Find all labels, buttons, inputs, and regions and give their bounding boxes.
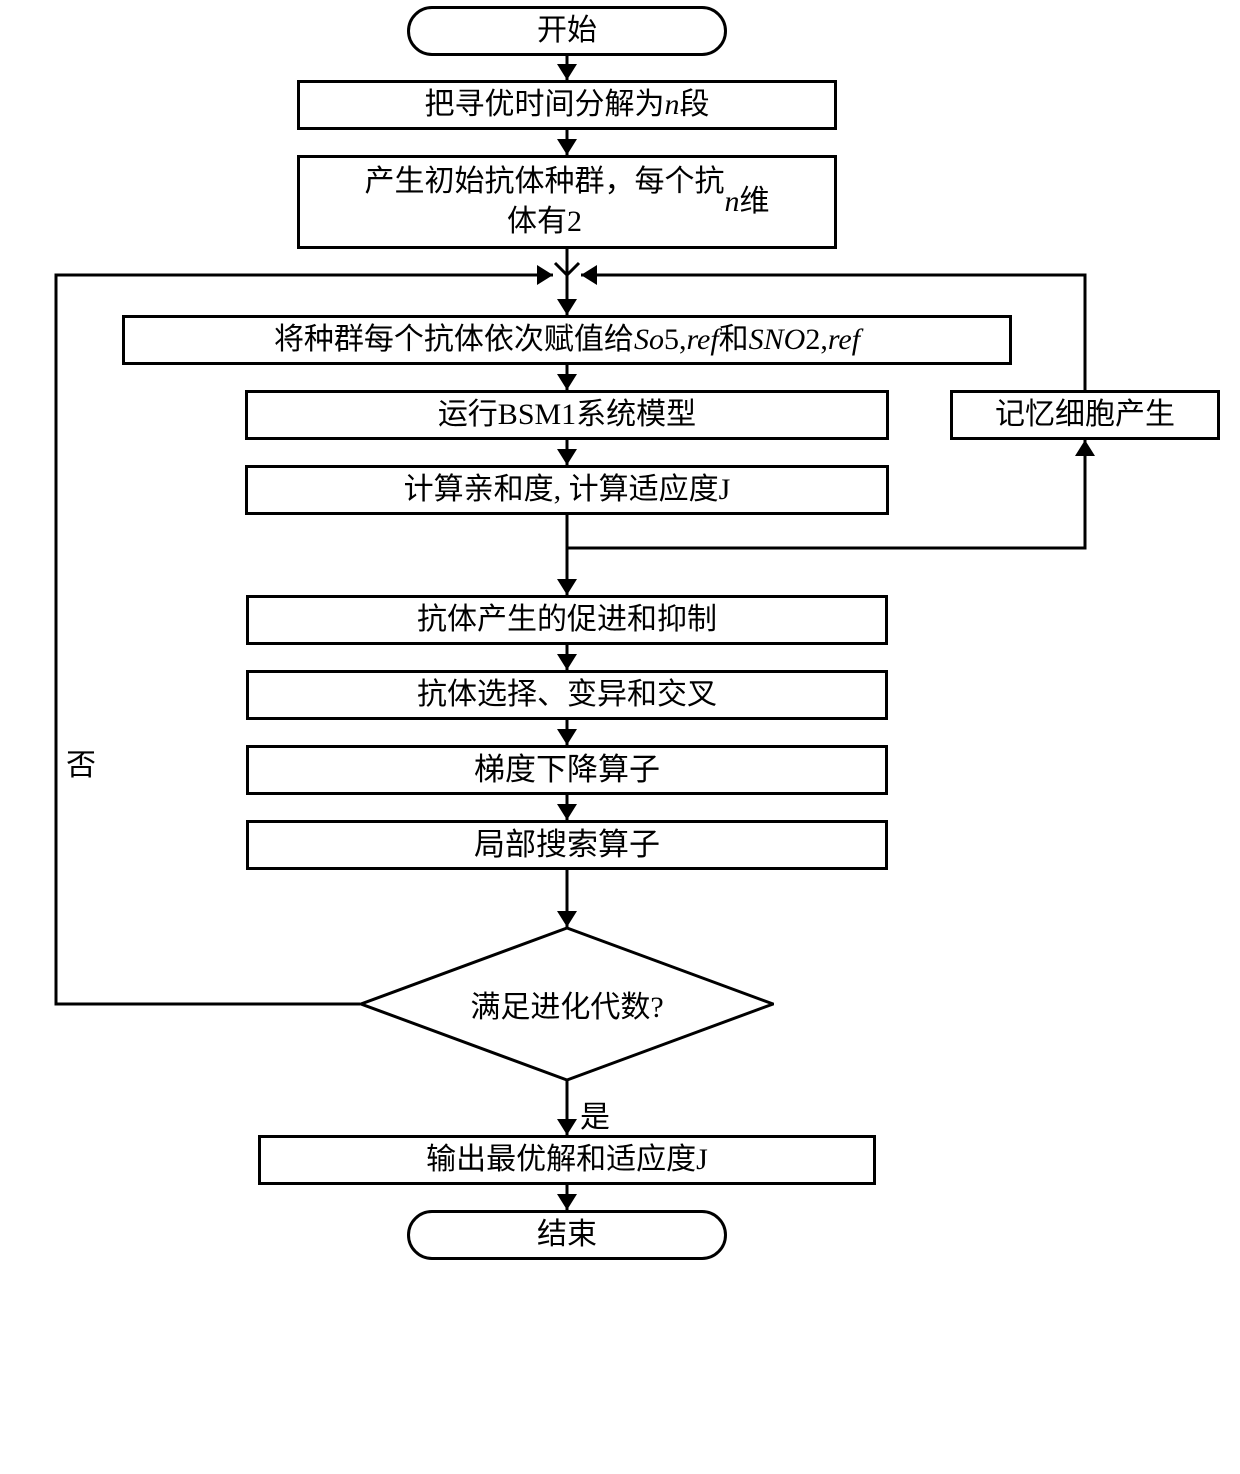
node-select: 抗体选择、变异和交叉: [246, 670, 888, 720]
node-local: 局部搜索算子: [246, 820, 888, 870]
node-start: 开始: [407, 6, 727, 56]
node-decision-label: 满足进化代数?: [470, 982, 663, 1026]
node-decision: 满足进化代数?: [360, 927, 774, 1081]
node-runbsm: 运行BSM1系统模型: [245, 390, 889, 440]
node-memory: 记忆细胞产生: [950, 390, 1220, 440]
branch-label-no: 否: [66, 740, 96, 784]
node-gradient: 梯度下降算子: [246, 745, 888, 795]
node-assign: 将种群每个抗体依次赋值给So5,ref和SNO2,ref: [122, 315, 1012, 365]
node-affinity: 计算亲和度, 计算适应度J: [245, 465, 889, 515]
node-output: 输出最优解和适应度J: [258, 1135, 876, 1185]
node-promote: 抗体产生的促进和抑制: [246, 595, 888, 645]
branch-label-yes: 是: [580, 1092, 610, 1136]
node-initpop: 产生初始抗体种群，每个抗体有2n维: [297, 155, 837, 249]
node-end: 结束: [407, 1210, 727, 1260]
node-decompose: 把寻优时间分解为n段: [297, 80, 837, 130]
